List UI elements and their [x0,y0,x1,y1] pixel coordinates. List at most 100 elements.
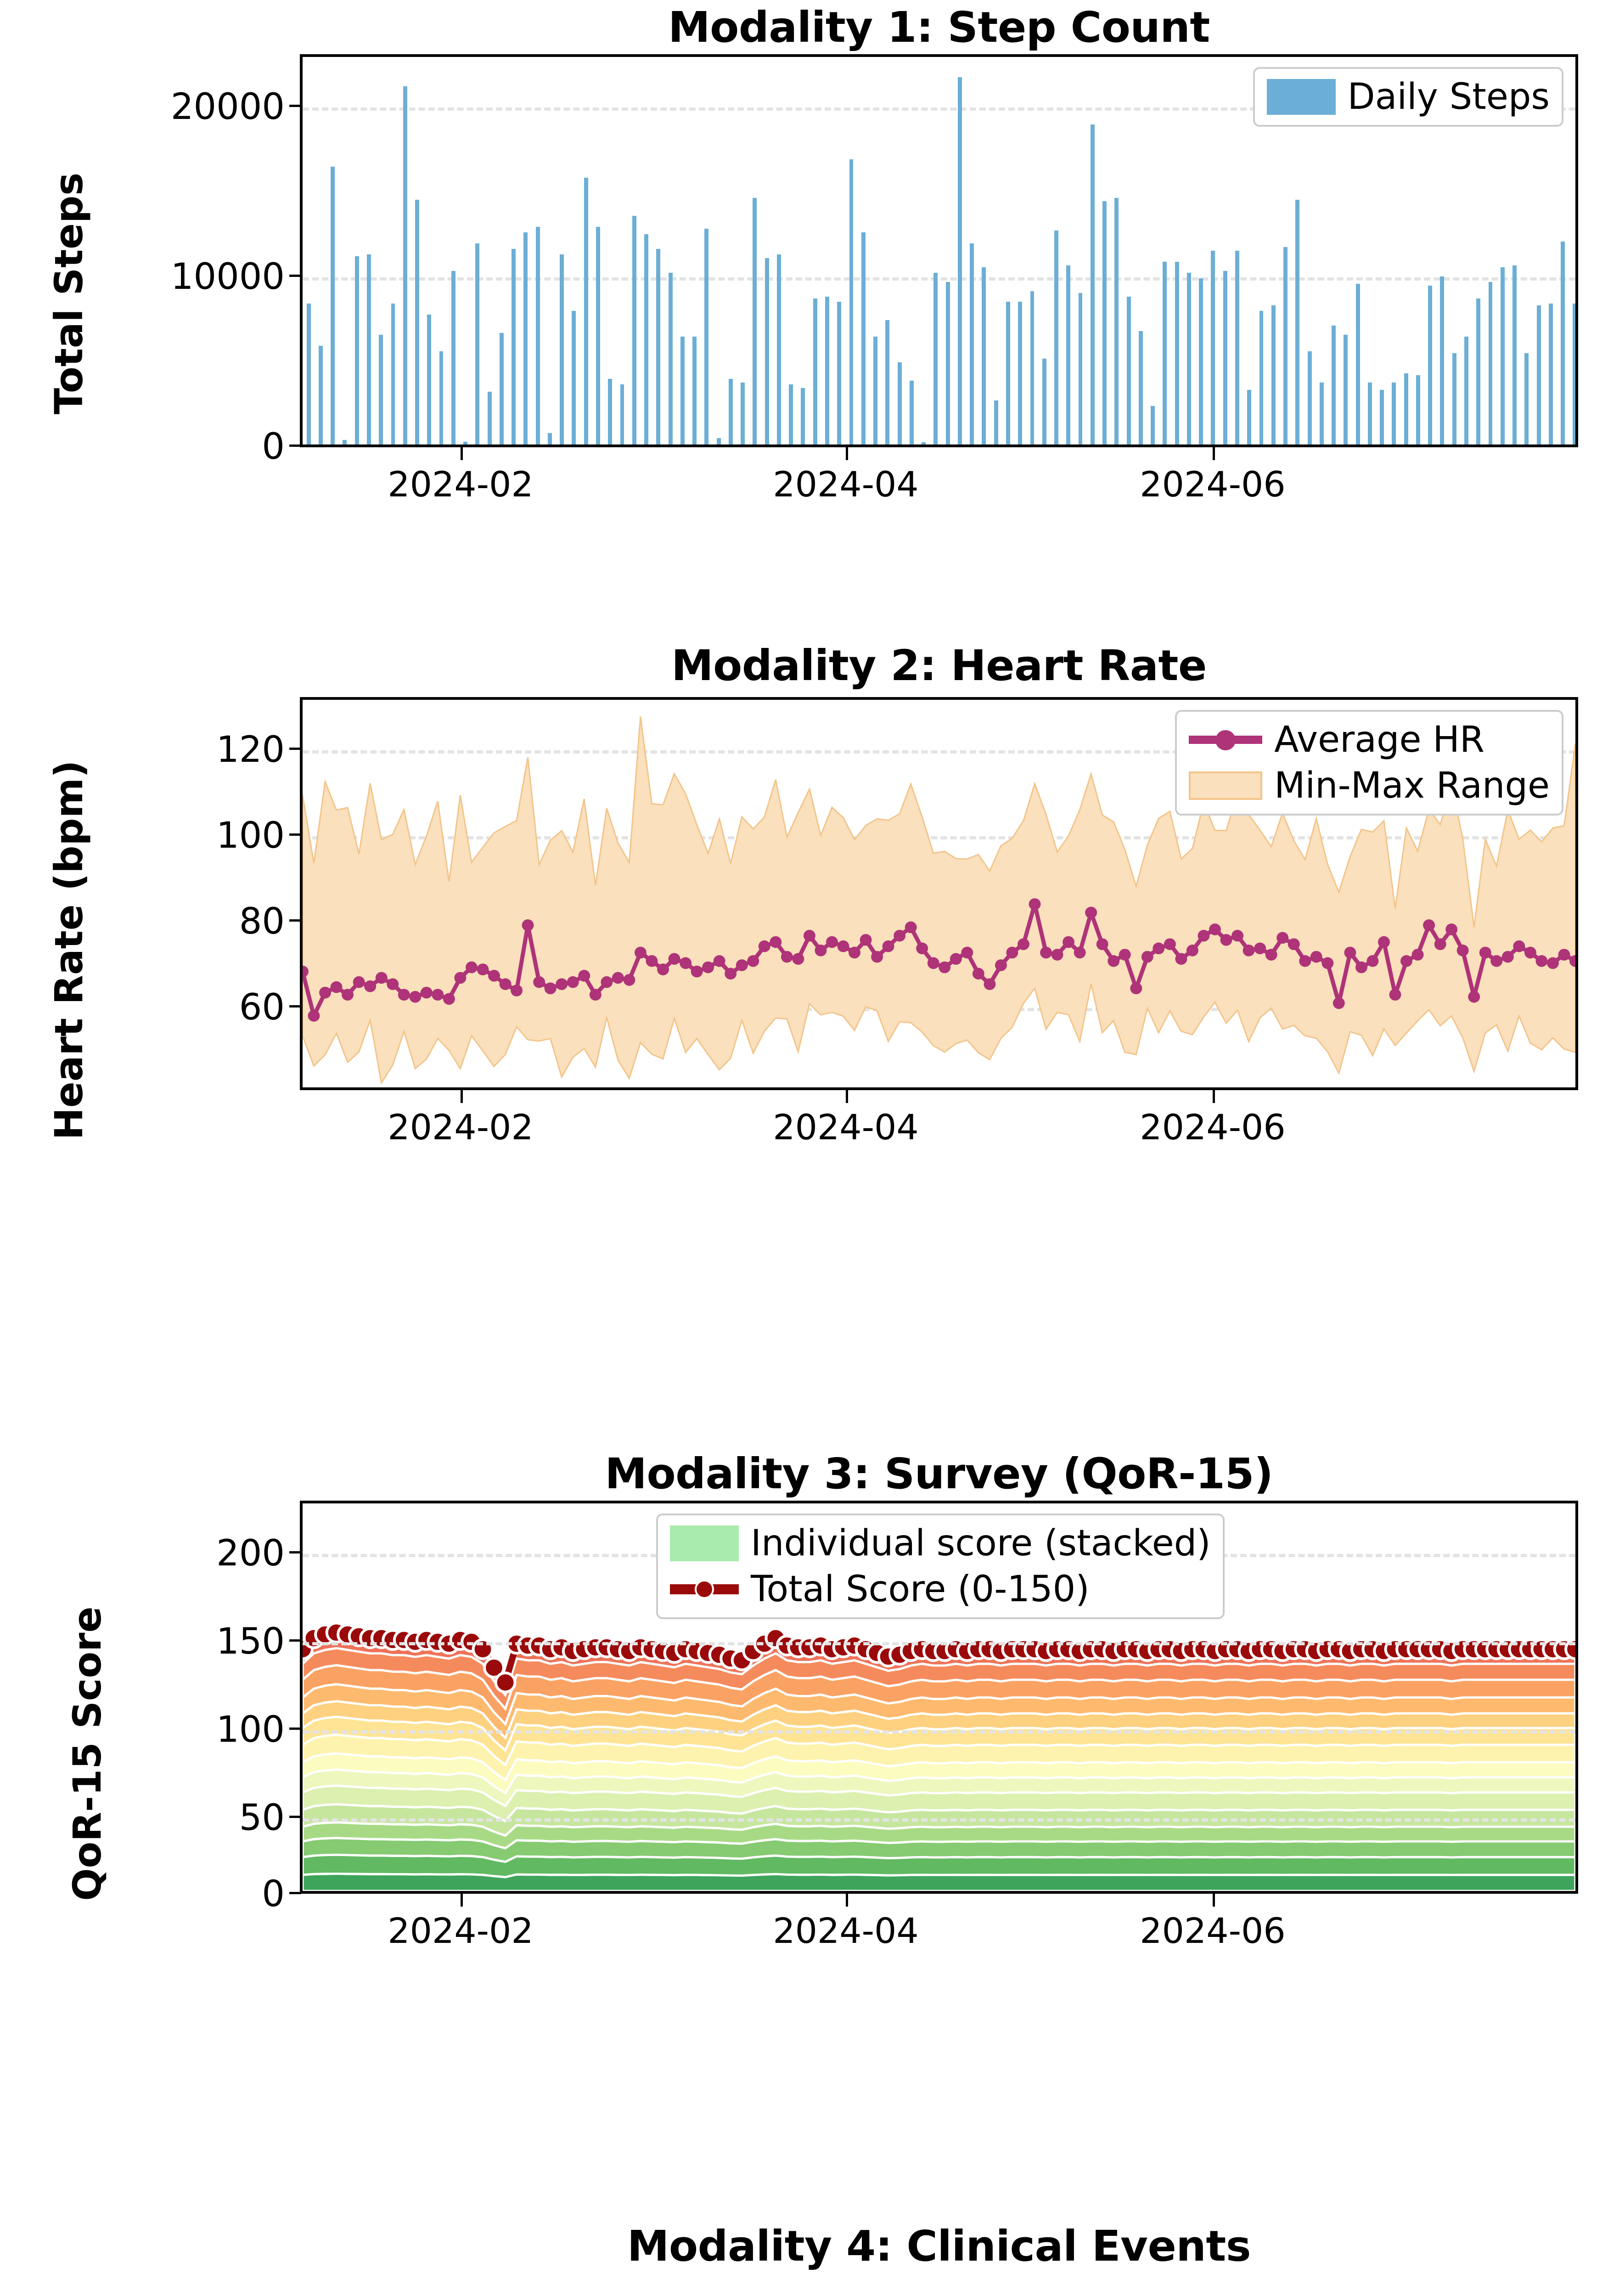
hr-point [950,953,962,965]
step-bar [909,380,914,445]
panel-heart-rate-ylabel: Heart Rate (bpm) [46,760,91,1140]
hr-point [1108,955,1120,967]
ytick-hr-120: 120 [216,729,285,771]
hr-point [1569,955,1575,967]
hr-point [522,919,534,931]
hr-point [319,986,332,999]
hr-point [1321,957,1334,969]
step-bar [499,333,504,445]
ytick-qor-0: 0 [262,1874,285,1915]
step-bar [789,384,793,445]
xtickmark-steps-3 [1213,447,1215,460]
step-bar [1211,250,1215,445]
hr-point [1051,949,1063,961]
xtickmark-hr-3 [1213,1090,1215,1103]
panel-step-count-legend[interactable]: Daily Steps [1253,67,1563,127]
step-bar [1054,231,1058,445]
hr-point [308,1010,320,1022]
hr-point [1411,949,1424,961]
min-max-range-swatch [1189,771,1263,800]
ytick-qor-50: 50 [239,1797,285,1839]
hr-point [1389,989,1401,1001]
step-bar [1319,382,1324,445]
hr-point [1220,934,1232,946]
hr-point [443,993,455,1005]
hr-point [330,981,343,993]
daily-steps-swatch [1266,79,1336,115]
hr-point [1029,898,1041,910]
xtick-steps-1: 2024-02 [388,464,534,505]
hr-point [860,934,872,946]
gridline-qor-50 [303,1818,1575,1822]
hr-point [1119,949,1131,961]
hr-point [1344,946,1356,959]
gridline-qor-150 [303,1642,1575,1645]
step-bar [1066,265,1071,445]
hr-point [1141,951,1153,963]
hr-point [1366,955,1379,967]
panel-survey-qor15-axes: Individual score (stacked) Total Score (… [300,1501,1578,1894]
step-bar [1126,296,1131,445]
hr-point [972,968,984,980]
panel-survey-qor15-legend[interactable]: Individual score (stacked) Total Score (… [656,1514,1225,1619]
hr-point [1490,955,1503,967]
hr-point [939,961,951,974]
hr-point [466,961,478,974]
hr-point [1063,936,1075,948]
step-bar [1500,267,1505,445]
hr-point [916,942,928,955]
xtick-qor-1: 2024-02 [388,1910,534,1951]
xtick-hr-3: 2024-06 [1140,1107,1286,1148]
step-bar [512,249,516,445]
step-bar [487,391,492,445]
gridline-qor-100 [303,1730,1575,1733]
hr-point [623,974,635,986]
hr-point [680,957,692,969]
ytick-steps-20000: 20000 [170,86,285,128]
step-bar [1524,353,1529,445]
total-score-line-swatch [670,1575,739,1604]
qor15-total-score-point [483,1657,505,1679]
legend-row-min-max-range: Min-Max Range [1189,765,1550,806]
hr-point [420,986,433,999]
step-bar [560,254,564,445]
hr-point [488,970,500,982]
xtick-hr-1: 2024-02 [388,1107,534,1148]
legend-row-average-hr: Average HR [1189,719,1550,760]
panel-heart-rate-legend[interactable]: Average HR Min-Max Range [1175,710,1563,816]
panel-survey-qor15: Modality 3: Survey (QoR-15) QoR-15 Score… [0,1446,1608,2126]
hr-point [1006,946,1018,959]
step-bar [933,272,938,445]
step-bar [873,337,877,445]
hr-point [961,946,973,959]
step-bar [982,267,986,445]
hr-point [533,976,545,988]
panel-heart-rate-title: Modality 2: Heart Rate [671,641,1207,690]
hr-point [995,959,1007,971]
hr-point [1130,982,1142,995]
step-bar [1536,305,1541,445]
ytickmark-hr-60 [289,1005,301,1007]
hr-point [849,946,860,959]
individual-score-swatch [670,1525,739,1561]
xtickmark-qor-2 [846,1894,848,1907]
hr-point [578,970,590,982]
step-bar [306,304,311,445]
hr-minmax-band [303,716,1575,1085]
hr-point [398,989,410,1001]
panel-survey-qor15-title: Modality 3: Survey (QoR-15) [605,1449,1273,1498]
hr-point [747,955,759,967]
step-bar [1283,247,1288,445]
xtick-qor-3: 2024-06 [1140,1910,1286,1951]
step-bar [716,438,721,445]
step-bar [680,337,685,445]
step-bar [1247,389,1252,445]
step-bar [1006,302,1010,445]
ytick-hr-100: 100 [216,815,285,856]
hr-point [826,936,838,948]
hr-point [736,959,748,971]
step-bar [1573,304,1575,445]
step-bar [825,296,829,445]
step-bar [644,234,648,445]
